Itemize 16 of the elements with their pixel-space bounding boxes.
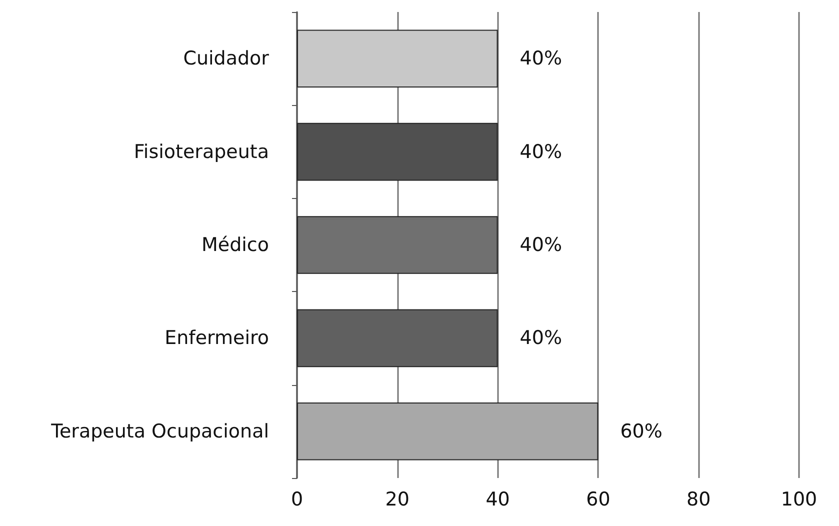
data-label: 40% (520, 140, 562, 163)
x-tick-label: 0 (290, 488, 304, 510)
x-tick-label: 100 (780, 488, 818, 510)
y-tick-label: Cuidador (183, 48, 270, 70)
y-tick-label: Terapeuta Ocupacional (50, 420, 269, 442)
x-tick-label: 60 (586, 488, 610, 510)
x-tick-label: 80 (686, 488, 711, 510)
data-label: 40% (520, 48, 562, 70)
data-label: 60% (620, 420, 662, 442)
x-tick-label: 20 (385, 488, 410, 510)
y-tick-label: Fisioterapeuta (134, 140, 269, 163)
y-tick-label: Enfermeiro (164, 327, 269, 350)
data-label: 40% (520, 234, 562, 256)
y-tick-label: Médico (202, 234, 269, 256)
x-tick-label: 40 (486, 488, 510, 510)
data-label: 40% (520, 327, 562, 350)
